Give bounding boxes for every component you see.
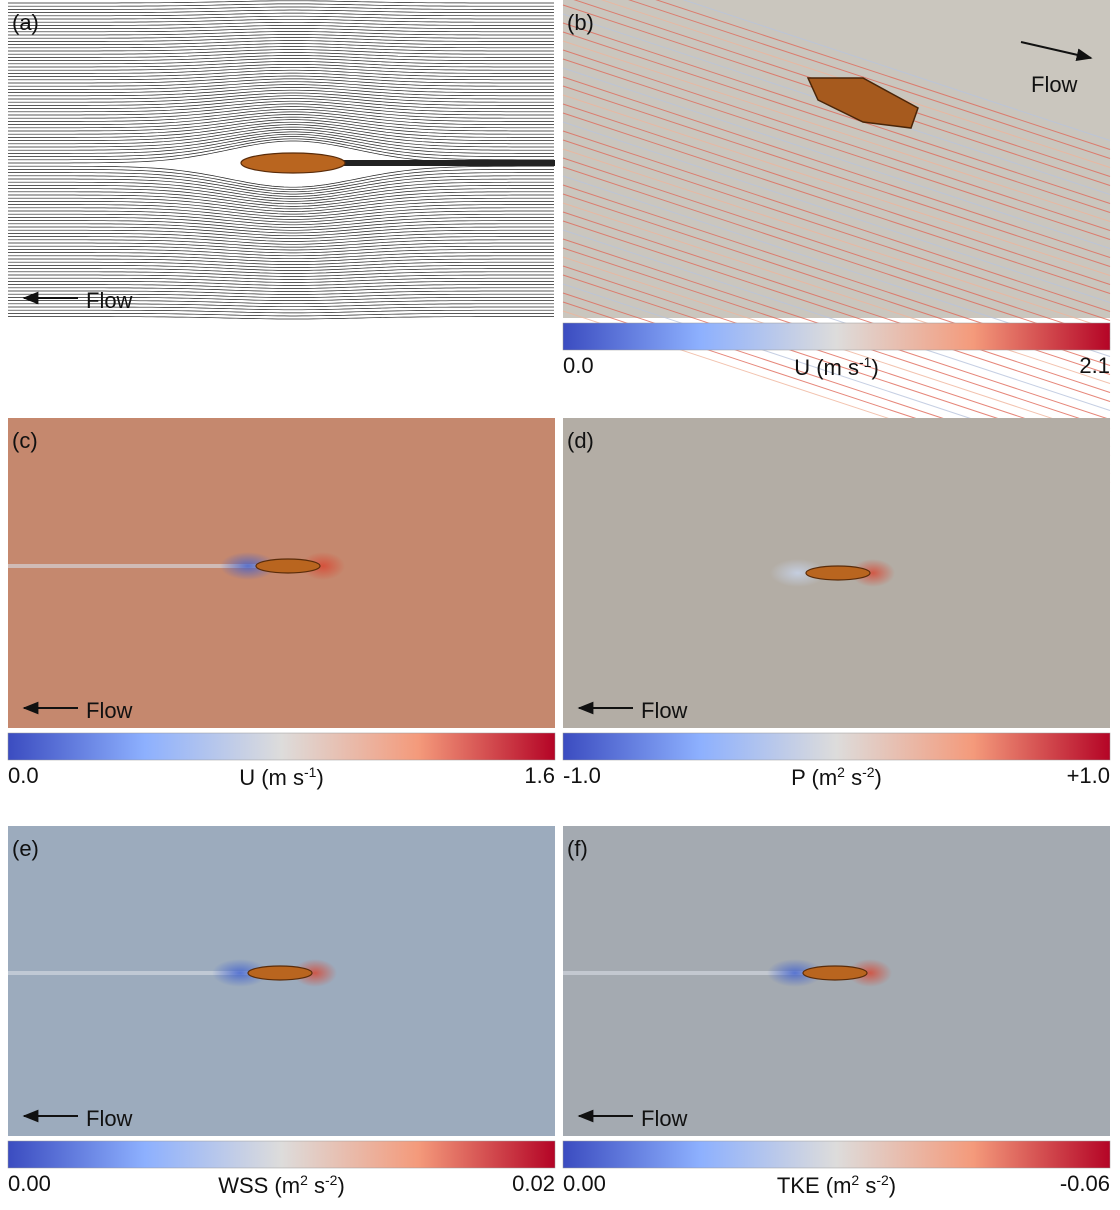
panel-label: (e) xyxy=(12,836,39,861)
vessel xyxy=(803,966,867,980)
colorbar-title: U (m s-1) xyxy=(794,354,879,380)
title-text: ) xyxy=(871,355,878,380)
flow-label: Flow xyxy=(86,698,133,723)
colorbar-min-label: -1.0 xyxy=(563,763,601,788)
colorbar-min-label: 0.0 xyxy=(8,763,39,788)
panel-background xyxy=(563,0,1110,318)
panel: (a) Flow xyxy=(8,0,555,319)
colorbar-max-label: -0.06 xyxy=(1060,1171,1110,1196)
vessel xyxy=(248,966,312,980)
colorbar-title: TKE (m2 s-2) xyxy=(777,1172,896,1198)
title-text: U (m s xyxy=(239,765,304,790)
superscript: -2 xyxy=(325,1172,338,1188)
flow-label: Flow xyxy=(641,698,688,723)
flow-label: Flow xyxy=(86,1106,133,1131)
panel-label: (f) xyxy=(567,836,588,861)
superscript: 2 xyxy=(837,764,845,780)
panel: (b) Flow xyxy=(563,0,1110,492)
figure: (a)Flow(b)Flow0.02.1U (m s-1)(c)Flow0.01… xyxy=(0,0,1120,1210)
panel: (d) Flow xyxy=(563,418,1110,728)
superscript: 2 xyxy=(300,1172,308,1188)
flow-label: Flow xyxy=(86,288,133,313)
colorbar xyxy=(563,323,1110,350)
panel: (e) Flow xyxy=(8,826,555,1136)
colorbar-max-label: 0.02 xyxy=(512,1171,555,1196)
colorbar xyxy=(8,733,555,760)
colorbar-min-label: 0.00 xyxy=(563,1171,606,1196)
title-text: WSS (m xyxy=(218,1173,300,1198)
superscript: -2 xyxy=(876,1172,889,1188)
title-text: s xyxy=(859,1173,876,1198)
title-text: ) xyxy=(889,1173,896,1198)
vessel xyxy=(806,566,870,580)
title-text: ) xyxy=(875,765,882,790)
colorbar-max-label: +1.0 xyxy=(1067,763,1110,788)
flow-label: Flow xyxy=(1031,72,1078,97)
panel: (f) Flow xyxy=(563,826,1110,1136)
title-text: ) xyxy=(337,1173,344,1198)
colorbar-title: U (m s-1) xyxy=(239,764,324,790)
colorbar-max-label: 1.6 xyxy=(524,763,555,788)
colorbar xyxy=(563,1141,1110,1168)
panel-background xyxy=(563,826,1110,1136)
title-text: TKE (m xyxy=(777,1173,852,1198)
colorbar xyxy=(8,1141,555,1168)
panel-background xyxy=(8,826,555,1136)
colorbar-title: WSS (m2 s-2) xyxy=(218,1172,345,1198)
colorbar-min-label: 0.00 xyxy=(8,1171,51,1196)
colorbar-max-label: 2.1 xyxy=(1079,353,1110,378)
vessel xyxy=(256,559,320,573)
superscript: -1 xyxy=(859,354,872,370)
wake xyxy=(333,160,555,166)
panel-label: (b) xyxy=(567,10,594,35)
title-text: P (m xyxy=(791,765,837,790)
title-text: s xyxy=(308,1173,325,1198)
superscript: -1 xyxy=(304,764,317,780)
vessel xyxy=(241,153,345,173)
panel-label: (d) xyxy=(567,428,594,453)
colorbar xyxy=(563,733,1110,760)
flow-label: Flow xyxy=(641,1106,688,1131)
superscript: -2 xyxy=(862,764,875,780)
title-text: ) xyxy=(316,765,323,790)
title-text: U (m s xyxy=(794,355,859,380)
panel-label: (a) xyxy=(12,10,39,35)
title-text: s xyxy=(845,765,862,790)
panel-label: (c) xyxy=(12,428,38,453)
panel: (c) Flow xyxy=(8,418,555,728)
colorbar-min-label: 0.0 xyxy=(563,353,594,378)
colorbar-title: P (m2 s-2) xyxy=(791,764,882,790)
superscript: 2 xyxy=(851,1172,859,1188)
